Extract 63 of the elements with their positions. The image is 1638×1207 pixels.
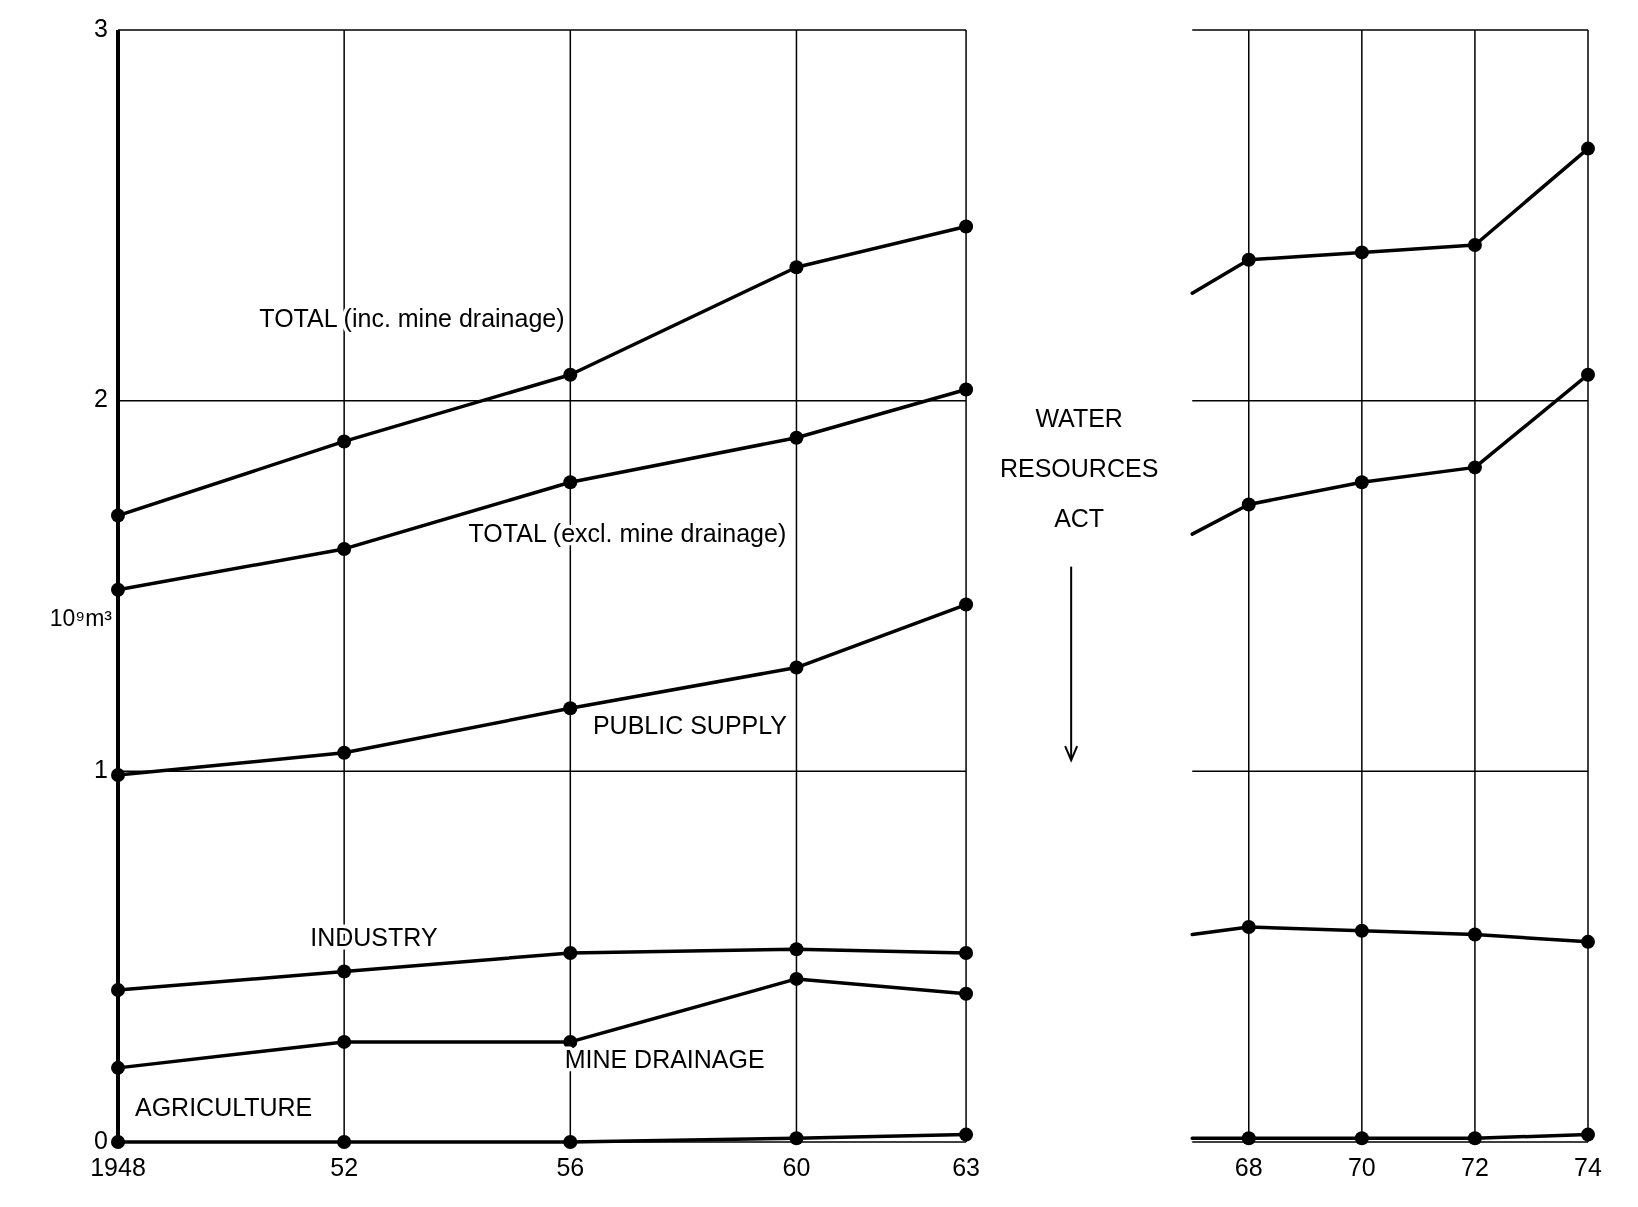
y-tick-label: 0 [94,1125,108,1154]
y-tick-label: 3 [94,13,108,42]
point [1467,1131,1482,1146]
point [1467,927,1482,942]
point [111,1060,125,1075]
point [111,508,125,523]
point [959,382,974,397]
point [337,541,352,556]
x-tick-label: 1948 [90,1153,146,1181]
x-tick-label: 72 [1461,1153,1489,1181]
point [111,983,125,998]
point [789,260,804,275]
point [1354,1131,1369,1146]
point [1581,1127,1595,1142]
x-tick-label: 60 [782,1153,811,1181]
y-tick-label: 2 [94,384,108,413]
point [563,1135,578,1149]
point [1354,475,1369,490]
x-tick-label: 56 [556,1153,585,1181]
point [959,1127,974,1142]
point [1241,920,1256,935]
point [337,964,352,979]
point [959,945,974,960]
point [789,430,804,445]
x-tick-label: 52 [330,1153,359,1181]
series-label: PUBLIC SUPPLY [592,711,788,740]
point [563,701,578,716]
annotation: WATER RESOURCES ACT [999,403,1159,532]
point [1241,252,1256,267]
series-label: AGRICULTURE [134,1093,313,1122]
point [959,597,974,612]
point [959,219,974,234]
point [337,745,352,760]
point [789,942,804,957]
point [1467,460,1482,475]
point [1581,141,1595,156]
y-tick-label: 1 [94,754,108,783]
point [563,945,578,960]
point [111,1135,125,1149]
point [789,1131,804,1146]
point [563,367,578,382]
point [337,434,352,449]
point [789,971,804,986]
point [111,582,125,597]
point [337,1034,352,1049]
x-tick-label: 70 [1347,1153,1376,1181]
point [1354,923,1369,938]
point [1467,237,1482,252]
series-label: TOTAL (inc. mine drainage) [259,303,565,332]
x-tick-label: 63 [952,1153,980,1181]
point [1241,497,1256,512]
x-tick-label: 74 [1574,1153,1602,1181]
point [789,660,804,675]
point [1581,934,1595,949]
point [1354,245,1369,260]
point [959,986,974,1001]
x-tick-label: 68 [1234,1153,1263,1181]
point [337,1135,352,1149]
point [111,768,125,783]
point [563,475,578,490]
y-axis-title: 10⁹m³ [49,605,113,631]
point [1241,1131,1256,1146]
point [1581,367,1595,382]
